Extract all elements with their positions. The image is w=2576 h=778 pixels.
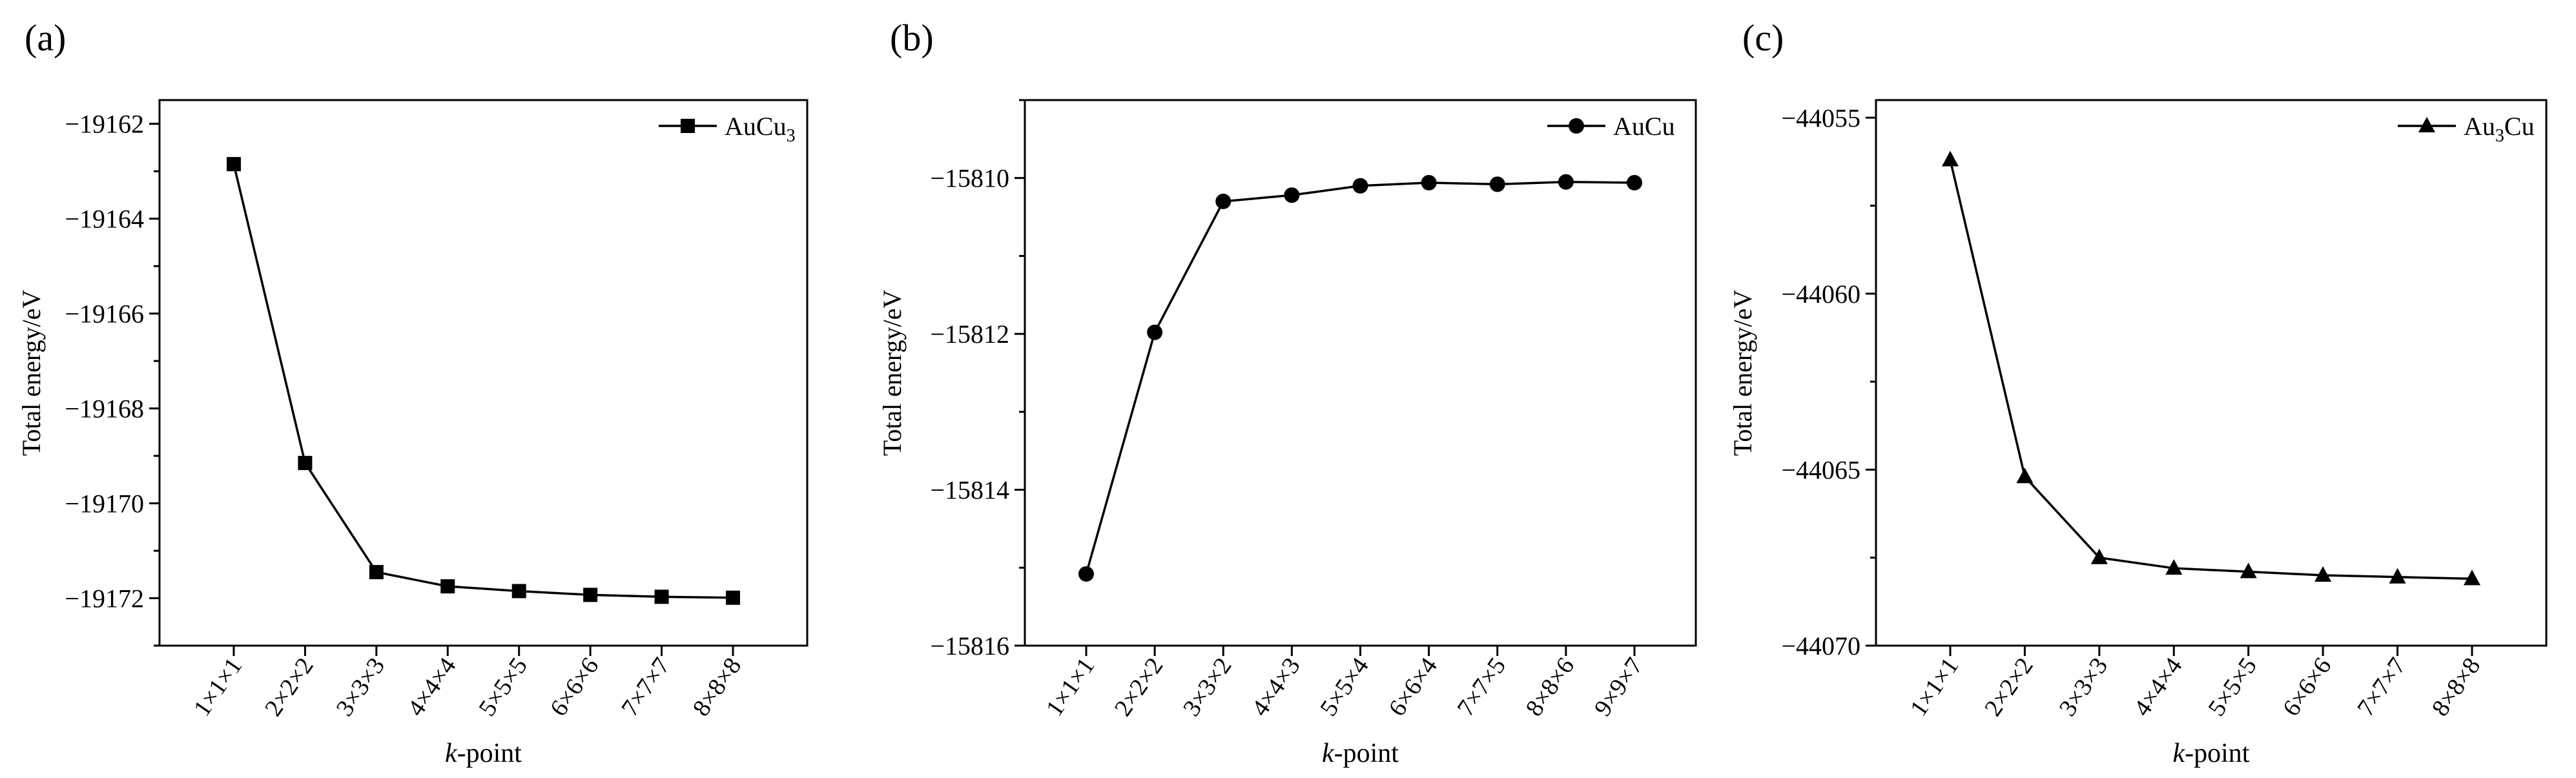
y-axis-title: Total energy/eV — [1728, 290, 1757, 456]
x-tick-label: 5×5×5 — [473, 653, 533, 721]
x-tick-label: 2×2×2 — [260, 653, 319, 721]
data-point — [2165, 559, 2183, 575]
x-tick-label: 8×8×8 — [688, 653, 747, 721]
x-tick-label: 1×1×1 — [1041, 653, 1100, 721]
x-tick-label: 2×2×2 — [1979, 653, 2039, 721]
series-line — [232, 163, 734, 599]
data-point — [369, 565, 384, 580]
plot-frame — [1875, 99, 2548, 647]
data-point — [1078, 566, 1094, 582]
panel-letter: (c) — [1742, 17, 1784, 59]
y-tick-label: −44060 — [1781, 280, 1860, 309]
data-point — [1421, 174, 1437, 190]
legend-label: AuCu3 — [725, 112, 796, 146]
panel-letter: (a) — [25, 17, 66, 59]
y-tick-label: −15810 — [930, 164, 1009, 193]
x-tick-label: 3×3×2 — [1178, 653, 1237, 721]
x-tick-label: 1×1×1 — [1905, 653, 1964, 721]
x-tick-label: 4×4×3 — [1246, 653, 1306, 721]
x-tick-label: 7×7×5 — [1452, 653, 1511, 721]
data-point — [1147, 324, 1163, 340]
y-tick-label: −19170 — [65, 489, 144, 518]
data-point — [1489, 176, 1505, 192]
data-point — [2240, 562, 2257, 578]
data-point — [1558, 174, 1574, 190]
data-point — [1215, 193, 1231, 209]
y-tick-label: −19162 — [65, 110, 144, 139]
data-point — [583, 588, 598, 602]
series-line — [1085, 180, 1635, 575]
data-point — [654, 589, 669, 604]
data-point — [298, 456, 313, 471]
panel-b: (b) −15816 −15814 −15812 −15810 1×1×1 2×2×2 3×3… — [878, 17, 1697, 768]
x-tick-label: 6×6×4 — [1383, 653, 1443, 721]
x-tick-label: 5×5×4 — [1315, 653, 1374, 721]
x-tick-label: 8×8×8 — [2427, 653, 2486, 721]
x-tick-label: 3×3×3 — [331, 653, 391, 721]
data-point — [511, 584, 526, 599]
y-tick-label: −19166 — [65, 300, 144, 329]
x-tick-label: 9×9×7 — [1589, 653, 1649, 721]
x-axis-title: k-point — [2173, 739, 2250, 768]
x-tick-label: 8×8×6 — [1521, 653, 1580, 721]
y-tick-label: −19164 — [65, 205, 144, 234]
y-tick-label: −19172 — [65, 584, 144, 613]
x-tick-label: 6×6×6 — [2278, 653, 2337, 721]
legend-marker — [1569, 118, 1584, 134]
legend-marker — [681, 119, 695, 133]
data-point — [1352, 178, 1368, 194]
panel-letter: (b) — [890, 17, 934, 59]
panel-a: (a) −19172 −19170 −19168 −19166 −19164 −19162 1… — [17, 17, 809, 768]
data-point — [1627, 174, 1642, 190]
y-tick-label: −44070 — [1781, 631, 1860, 660]
x-tick-label: 4×4×4 — [2128, 653, 2188, 721]
x-tick-label: 4×4×4 — [402, 653, 462, 721]
series-line — [1949, 159, 2473, 580]
y-axis-title: Total energy/eV — [878, 290, 907, 456]
legend-label: AuCu — [1613, 112, 1675, 141]
data-point — [1942, 150, 1959, 167]
data-point — [2464, 569, 2480, 586]
y-tick-label: −15812 — [930, 320, 1009, 349]
x-axis-title: k-point — [445, 739, 522, 768]
x-tick-label: 7×7×7 — [2352, 653, 2411, 721]
y-tick-label: −15816 — [930, 631, 1009, 660]
data-point — [227, 157, 241, 172]
data-point — [2090, 548, 2108, 564]
x-tick-label: 1×1×1 — [189, 653, 248, 721]
legend-label: Au3Cu — [2464, 112, 2535, 146]
data-point — [2389, 568, 2406, 584]
panel-c: (c) −44070 −44065 −44060 −44055 1×1×1 2×2×2 3×3… — [1728, 17, 2548, 768]
x-axis-title: k-point — [1322, 739, 1399, 768]
data-point — [1284, 187, 1300, 203]
y-tick-label: −19168 — [65, 394, 144, 424]
x-tick-label: 3×3×3 — [2054, 653, 2114, 721]
legend-marker — [2418, 117, 2435, 132]
y-tick-label: −44065 — [1781, 455, 1860, 484]
data-point — [440, 579, 455, 594]
data-point — [2314, 566, 2332, 582]
y-tick-label: −15814 — [930, 476, 1009, 505]
x-tick-label: 5×5×5 — [2203, 653, 2262, 721]
y-axis-title: Total energy/eV — [17, 290, 46, 456]
y-tick-label: −44055 — [1781, 103, 1860, 132]
x-tick-label: 6×6×6 — [545, 653, 604, 721]
data-point — [2016, 467, 2034, 484]
x-tick-label: 2×2×2 — [1109, 653, 1169, 721]
plot-frame — [158, 99, 809, 647]
data-point — [726, 590, 740, 605]
x-tick-label: 7×7×7 — [616, 653, 675, 721]
